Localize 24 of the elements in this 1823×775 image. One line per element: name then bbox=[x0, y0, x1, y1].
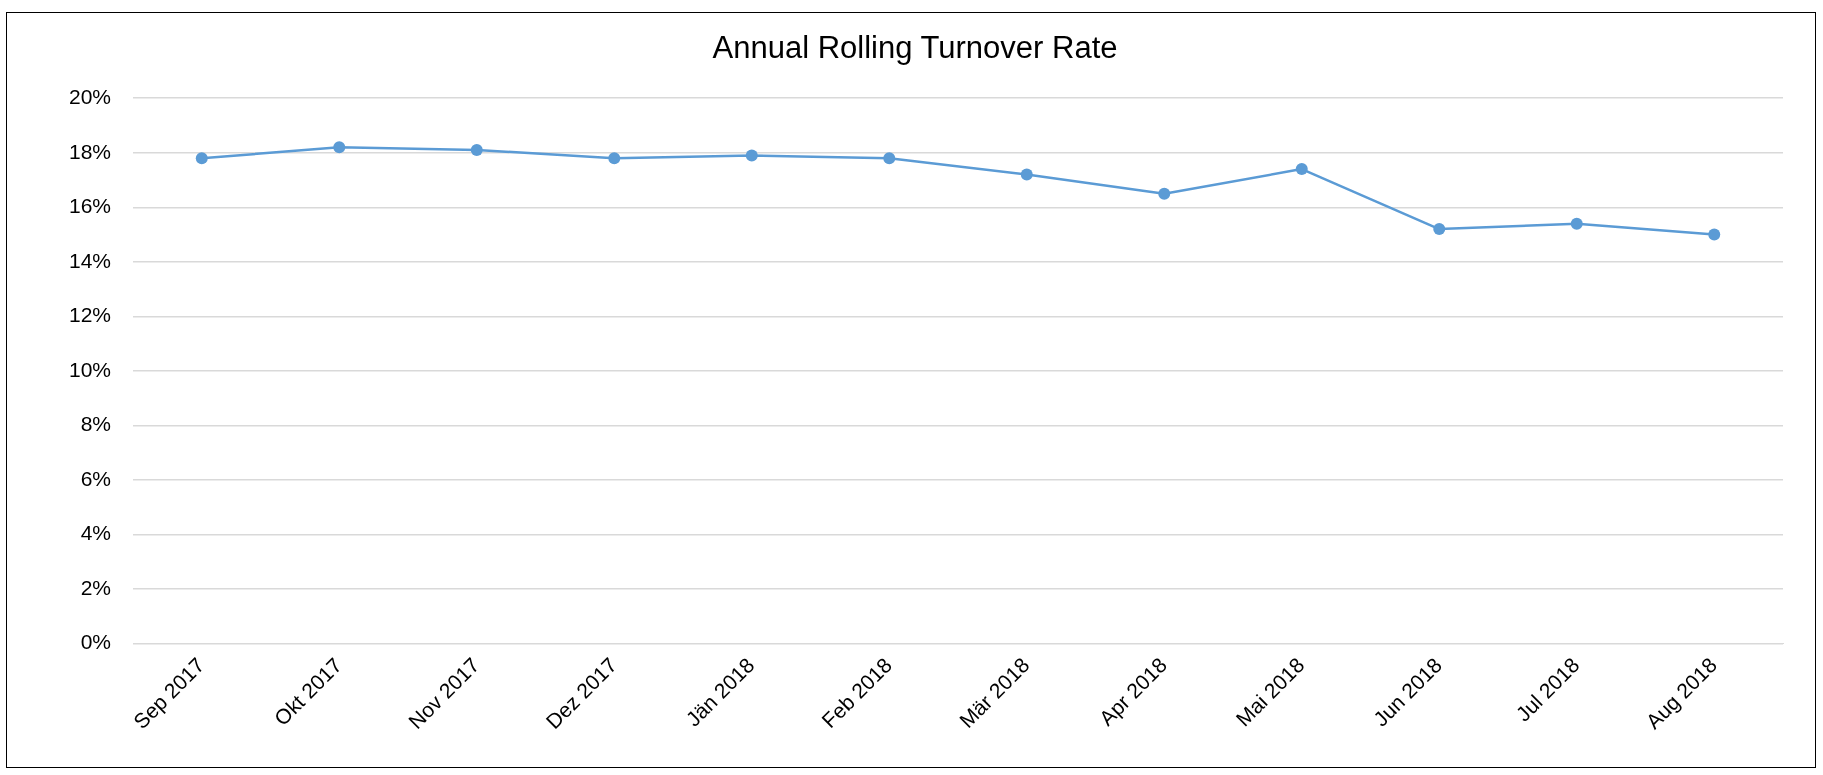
point bbox=[1708, 228, 1721, 241]
point bbox=[195, 152, 208, 165]
point bbox=[1433, 223, 1446, 236]
point bbox=[1570, 217, 1583, 230]
y-tick-label: 2% bbox=[80, 575, 112, 599]
y-tick-label: 16% bbox=[69, 194, 112, 218]
y-tick-label: 6% bbox=[80, 466, 112, 490]
point bbox=[745, 149, 758, 162]
point bbox=[333, 141, 346, 154]
y-tick-label: 0% bbox=[80, 630, 112, 654]
point bbox=[883, 152, 896, 165]
point bbox=[608, 152, 621, 165]
point bbox=[1158, 187, 1171, 200]
y-tick-label: 12% bbox=[69, 303, 112, 327]
y-tick-label: 8% bbox=[80, 412, 112, 436]
y-tick-label: 10% bbox=[69, 357, 112, 381]
y-tick-label: 4% bbox=[80, 521, 112, 545]
point bbox=[470, 144, 483, 157]
y-tick-label: 18% bbox=[69, 139, 112, 163]
y-tick-label: 20% bbox=[69, 85, 112, 108]
chart-title: Annual Rolling Turnover Rate bbox=[712, 30, 1118, 66]
y-tick-label: 14% bbox=[69, 248, 112, 272]
point bbox=[1020, 168, 1033, 181]
point bbox=[1295, 163, 1308, 176]
